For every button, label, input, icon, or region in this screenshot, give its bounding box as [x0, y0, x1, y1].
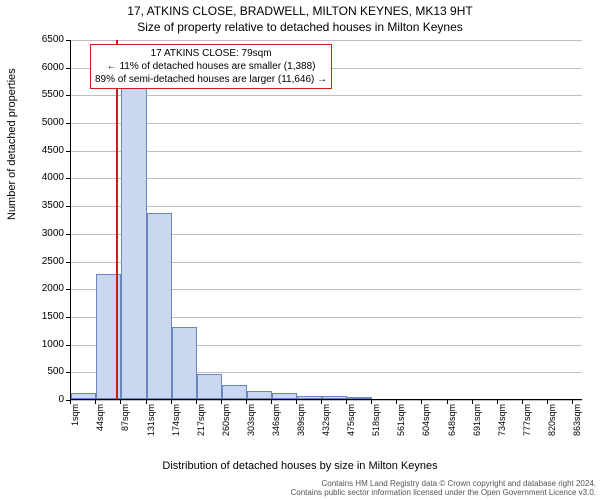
- histogram-bar: [222, 385, 247, 399]
- title-subtitle: Size of property relative to detached ho…: [0, 20, 600, 34]
- histogram-bar: [272, 393, 297, 399]
- y-tick-mark: [66, 206, 70, 207]
- histogram-bar: [197, 374, 222, 399]
- y-tick-mark: [66, 234, 70, 235]
- y-tick-label: 5000: [24, 117, 64, 128]
- histogram-bar: [147, 213, 172, 399]
- y-tick-label: 1000: [24, 339, 64, 350]
- grid-line: [71, 206, 582, 207]
- grid-line: [71, 95, 582, 96]
- y-tick-mark: [66, 68, 70, 69]
- chart-container: 17, ATKINS CLOSE, BRADWELL, MILTON KEYNE…: [0, 0, 600, 500]
- y-tick-mark: [66, 40, 70, 41]
- x-tick-label: 777sqm: [522, 404, 532, 454]
- x-tick-label: 475sqm: [346, 404, 356, 454]
- x-tick-label: 1sqm: [70, 404, 80, 454]
- y-tick-label: 2000: [24, 283, 64, 294]
- y-tick-label: 2500: [24, 256, 64, 267]
- histogram-bar: [322, 396, 347, 399]
- y-tick-label: 4000: [24, 172, 64, 183]
- y-tick-mark: [66, 262, 70, 263]
- y-tick-mark: [66, 95, 70, 96]
- annotation-line: 89% of semi-detached houses are larger (…: [95, 73, 327, 86]
- histogram-bar: [247, 391, 272, 399]
- x-tick-label: 389sqm: [296, 404, 306, 454]
- y-tick-mark: [66, 372, 70, 373]
- grid-line: [71, 151, 582, 152]
- reference-line: [116, 40, 118, 399]
- x-tick-label: 518sqm: [371, 404, 381, 454]
- annotation-box: 17 ATKINS CLOSE: 79sqm← 11% of detached …: [90, 44, 332, 89]
- x-tick-label: 44sqm: [95, 404, 105, 454]
- histogram-bar: [297, 396, 322, 399]
- x-tick-label: 820sqm: [547, 404, 557, 454]
- annotation-line: ← 11% of detached houses are smaller (1,…: [95, 60, 327, 73]
- y-tick-label: 5500: [24, 89, 64, 100]
- histogram-bar: [172, 327, 197, 399]
- y-tick-label: 3500: [24, 200, 64, 211]
- x-axis-label: Distribution of detached houses by size …: [0, 460, 600, 472]
- y-tick-mark: [66, 151, 70, 152]
- x-tick-label: 131sqm: [146, 404, 156, 454]
- x-tick-label: 863sqm: [572, 404, 582, 454]
- x-tick-label: 260sqm: [221, 404, 231, 454]
- x-tick-label: 87sqm: [120, 404, 130, 454]
- x-tick-label: 174sqm: [171, 404, 181, 454]
- y-tick-mark: [66, 317, 70, 318]
- footer-line1: Contains HM Land Registry data © Crown c…: [0, 479, 596, 489]
- y-tick-label: 1500: [24, 311, 64, 322]
- y-tick-label: 3000: [24, 228, 64, 239]
- y-tick-label: 0: [24, 394, 64, 405]
- y-axis-label: Number of detached properties: [6, 68, 18, 220]
- plot-area: [70, 40, 582, 400]
- x-tick-label: 561sqm: [396, 404, 406, 454]
- x-tick-label: 648sqm: [447, 404, 457, 454]
- y-tick-label: 4500: [24, 145, 64, 156]
- x-tick-label: 691sqm: [472, 404, 482, 454]
- y-tick-mark: [66, 345, 70, 346]
- title-address: 17, ATKINS CLOSE, BRADWELL, MILTON KEYNE…: [0, 4, 600, 18]
- grid-line: [71, 178, 582, 179]
- y-tick-mark: [66, 289, 70, 290]
- y-tick-mark: [66, 123, 70, 124]
- histogram-bar: [347, 397, 372, 399]
- grid-line: [71, 40, 582, 41]
- footer-attribution: Contains HM Land Registry data © Crown c…: [0, 479, 596, 498]
- grid-line: [71, 400, 582, 401]
- grid-line: [71, 123, 582, 124]
- x-tick-label: 604sqm: [421, 404, 431, 454]
- y-tick-mark: [66, 178, 70, 179]
- y-tick-label: 6000: [24, 62, 64, 73]
- x-tick-label: 346sqm: [271, 404, 281, 454]
- annotation-line: 17 ATKINS CLOSE: 79sqm: [95, 47, 327, 60]
- x-tick-label: 303sqm: [246, 404, 256, 454]
- footer-line2: Contains public sector information licen…: [0, 488, 596, 498]
- histogram-bar: [71, 393, 96, 399]
- y-tick-label: 6500: [24, 34, 64, 45]
- x-tick-label: 217sqm: [196, 404, 206, 454]
- histogram-bar: [121, 86, 147, 399]
- x-tick-label: 734sqm: [497, 404, 507, 454]
- y-tick-label: 500: [24, 366, 64, 377]
- x-tick-label: 432sqm: [321, 404, 331, 454]
